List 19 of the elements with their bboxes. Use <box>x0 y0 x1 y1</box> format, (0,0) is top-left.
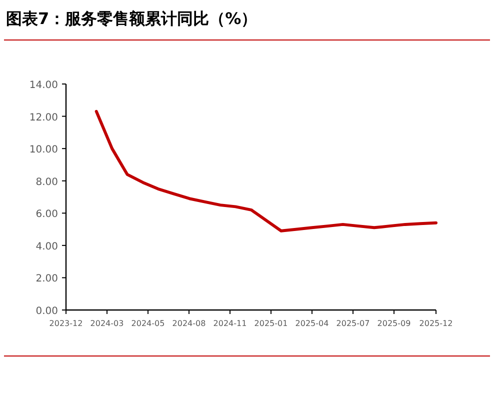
x-tick-label: 2025-01 <box>254 319 288 328</box>
x-tick-label: 2025-12 <box>419 319 453 328</box>
x-tick-label: 2024-03 <box>90 319 124 328</box>
x-tick-label: 2025-07 <box>336 319 370 328</box>
y-tick-label: 12.00 <box>29 112 58 124</box>
y-tick-label: 6.00 <box>36 209 58 220</box>
title: 图表7：服务零售额累计同比（%） <box>6 9 258 28</box>
y-tick-label: 14.00 <box>29 80 58 91</box>
y-tick-label: 0.00 <box>36 306 58 317</box>
x-tick-label: 2024-05 <box>131 319 165 328</box>
x-tick-label: 2025-04 <box>295 319 329 328</box>
y-tick-label: 10.00 <box>29 144 58 156</box>
x-tick-label: 2024-11 <box>213 319 247 328</box>
x-tick-label: 2025-09 <box>377 319 411 328</box>
y-tick-label: 2.00 <box>36 274 58 285</box>
x-tick-label: 2024-08 <box>172 319 206 328</box>
y-tick-label: 8.00 <box>36 176 58 188</box>
y-tick-label: 4.00 <box>36 241 58 252</box>
x-tick-label: 2023-12 <box>49 319 83 328</box>
